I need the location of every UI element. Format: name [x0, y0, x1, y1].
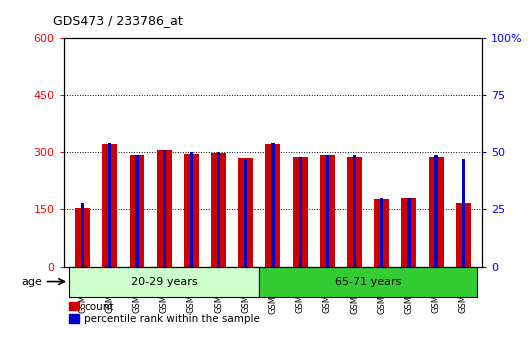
Legend: count, percentile rank within the sample: count, percentile rank within the sample — [69, 302, 260, 324]
Bar — [244, 159, 248, 267]
Bar — [353, 155, 356, 267]
Bar — [81, 203, 84, 267]
Bar — [217, 152, 220, 267]
Bar — [266, 144, 280, 267]
Bar — [462, 159, 465, 267]
Text: age: age — [21, 277, 42, 287]
Bar — [374, 199, 389, 267]
Bar — [129, 155, 145, 267]
Bar — [271, 143, 275, 267]
Bar — [238, 158, 253, 267]
Bar — [435, 155, 438, 267]
Bar — [135, 155, 139, 267]
Bar — [75, 208, 90, 267]
Text: GDS473 / 233786_at: GDS473 / 233786_at — [53, 14, 183, 27]
Bar — [157, 150, 172, 267]
Bar — [401, 198, 417, 267]
Bar — [108, 143, 111, 267]
Bar — [102, 144, 117, 267]
Text: 20-29 years: 20-29 years — [131, 277, 198, 287]
Bar — [69, 267, 259, 297]
Bar — [380, 198, 383, 267]
Bar — [211, 154, 226, 267]
Bar — [407, 198, 411, 267]
Bar — [293, 157, 307, 267]
Bar — [298, 157, 302, 267]
Bar — [320, 155, 335, 267]
Bar — [456, 203, 471, 267]
Bar — [347, 157, 362, 267]
Bar — [163, 150, 166, 267]
Bar — [259, 267, 477, 297]
Bar — [326, 155, 329, 267]
Bar — [190, 152, 193, 267]
Bar — [184, 154, 199, 267]
Text: 65-71 years: 65-71 years — [335, 277, 401, 287]
Bar — [429, 157, 444, 267]
